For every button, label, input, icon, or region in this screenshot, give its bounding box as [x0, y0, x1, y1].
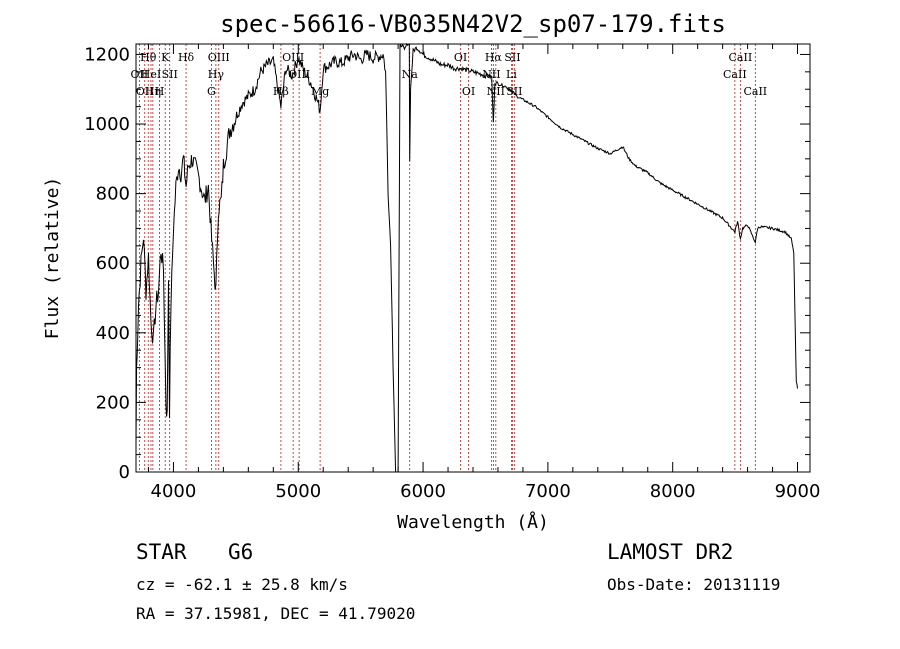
spectral-line-label: SII — [162, 68, 178, 81]
x-tick-label: 7000 — [525, 481, 571, 502]
spectral-line-labels: OIIOIIHθHeIHηHKSIIHδGHγOIIIHβOIIIOIIIMgN… — [131, 51, 768, 98]
spectral-line-label: HeI — [141, 68, 161, 81]
y-axis: 0 200 400 600 800 1000 1200 — [84, 44, 810, 483]
spectrum-series — [135, 42, 798, 473]
spectral-line-label: Hγ — [208, 68, 225, 81]
obs-date: Obs-Date: 20131119 — [607, 575, 781, 594]
y-tick-label: 200 — [96, 392, 130, 413]
spectral-line-label: K — [161, 51, 170, 64]
plot-frame — [135, 43, 811, 473]
spectral-line-label: Hδ — [178, 51, 195, 64]
x-axis-label: Wavelength (Å) — [397, 511, 549, 533]
y-tick-label: 1200 — [84, 44, 130, 65]
spectral-line-label: CaII — [729, 51, 753, 64]
spectral-line-label: SII — [506, 85, 522, 98]
spectral-line-label: OIII — [208, 51, 230, 64]
x-tick-label: 6000 — [400, 481, 446, 502]
y-tick-label: 600 — [96, 253, 130, 274]
spectral-line-label: Hβ — [273, 85, 289, 98]
spectral-line-label: Na — [402, 68, 419, 81]
spectral-line-label: SII — [504, 51, 520, 64]
spectral-line-label: H — [155, 85, 165, 98]
spectral-line-label: G — [207, 85, 216, 98]
x-tick-label: 5000 — [275, 481, 321, 502]
x-tick-label: 8000 — [650, 481, 696, 502]
spectral-line-label: Hθ — [140, 51, 157, 64]
coordinates: RA = 37.15981, DEC = 41.79020 — [136, 604, 416, 623]
redshift-text: cz = -62.1 ± 25.8 km/s — [136, 575, 348, 594]
spectral-line-label: OII — [136, 85, 154, 98]
x-tick-label: 9000 — [775, 481, 821, 502]
chart-title: spec-56616-VB035N42V2_sp07-179.fits — [220, 10, 726, 38]
object-subclass: G6 — [228, 540, 254, 564]
spectral-line-label: Hα — [485, 51, 503, 64]
spectral-line-label: Mg — [311, 85, 329, 98]
spectral-line-label: OII — [131, 68, 149, 81]
spectral-line-label: OI — [454, 51, 467, 64]
y-axis-label: Flux (relative) — [42, 177, 63, 340]
spectral-line-label: OI — [462, 85, 475, 98]
spectral-line-label: CaII — [723, 68, 747, 81]
y-tick-label: 0 — [119, 462, 130, 483]
y-tick-label: 1000 — [84, 114, 130, 135]
spectral-line-label: CaII — [743, 85, 767, 98]
object-class: STAR — [136, 540, 187, 564]
y-tick-label: 400 — [96, 323, 130, 344]
x-axis: 4000 5000 6000 7000 8000 9000 — [147, 44, 821, 502]
survey-name: LAMOST DR2 — [607, 540, 734, 564]
spectral-line-label: Li — [506, 68, 517, 81]
spectral-line-label: NII — [482, 68, 500, 81]
spectral-line-markers — [138, 44, 756, 472]
x-tick-label: 4000 — [151, 481, 197, 502]
y-tick-label: 800 — [96, 184, 130, 205]
spectral-line-label: Hη — [145, 85, 161, 98]
spectral-line-label: NII — [487, 85, 505, 98]
